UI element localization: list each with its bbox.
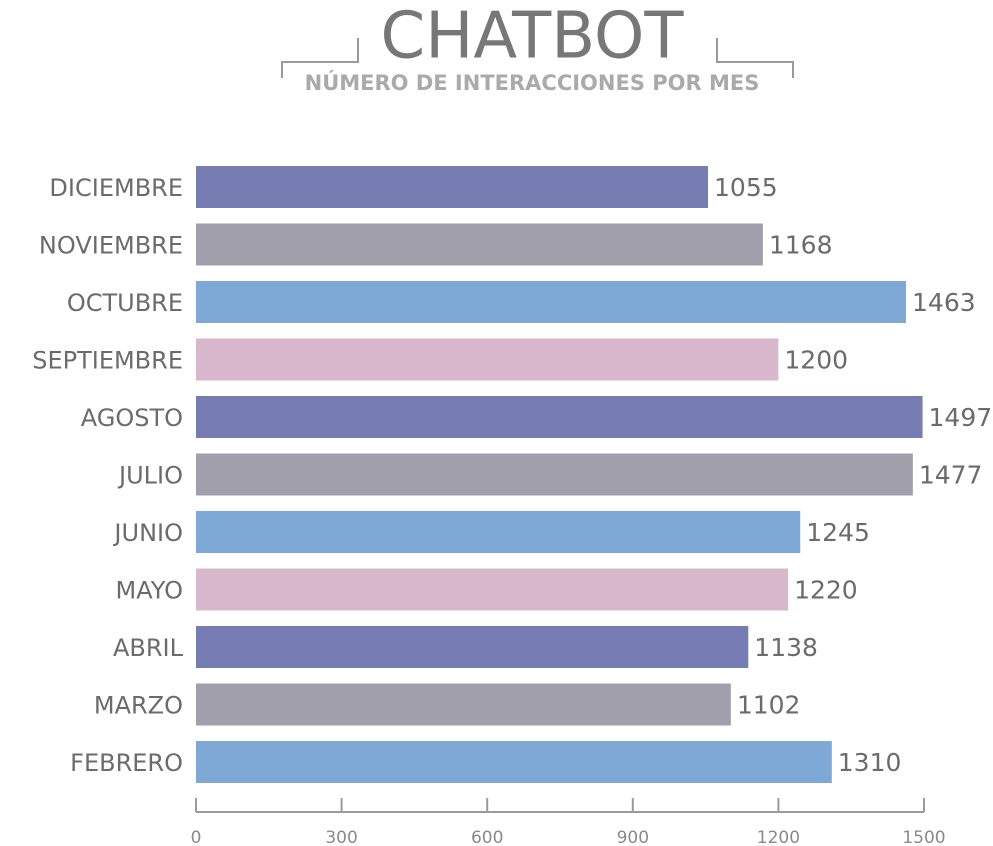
category-label: JUNIO bbox=[112, 519, 183, 547]
x-tick-label: 900 bbox=[617, 828, 649, 846]
bar bbox=[196, 396, 923, 438]
value-label: 1168 bbox=[769, 231, 833, 260]
value-label: 1310 bbox=[838, 748, 902, 777]
category-label: MAYO bbox=[116, 577, 184, 605]
value-label: 1200 bbox=[784, 346, 848, 375]
bar bbox=[196, 166, 709, 208]
category-label: FEBRERO bbox=[70, 749, 183, 777]
bar bbox=[196, 568, 789, 611]
x-tick-label: 1200 bbox=[757, 828, 800, 846]
bar bbox=[196, 281, 907, 323]
category-label: AGOSTO bbox=[81, 404, 183, 432]
category-label: JULIO bbox=[117, 462, 183, 490]
value-label: 1220 bbox=[794, 576, 858, 605]
category-label: MARZO bbox=[94, 692, 183, 720]
title-bracket bbox=[281, 38, 359, 78]
bar bbox=[196, 741, 832, 783]
chart-title: CHATBOT bbox=[381, 0, 685, 74]
x-tick-label: 0 bbox=[191, 828, 202, 846]
bar bbox=[196, 453, 913, 496]
value-label: 1138 bbox=[754, 633, 818, 662]
bar bbox=[196, 626, 749, 668]
category-label: DICIEMBRE bbox=[49, 174, 183, 202]
bar bbox=[196, 683, 731, 726]
value-label: 1245 bbox=[806, 518, 870, 547]
value-label: 1055 bbox=[714, 173, 778, 202]
x-tick-label: 300 bbox=[325, 828, 357, 846]
category-label: NOVIEMBRE bbox=[39, 232, 183, 260]
category-label: OCTUBRE bbox=[67, 289, 183, 317]
value-label: 1477 bbox=[919, 461, 983, 490]
value-label: 1102 bbox=[737, 691, 801, 720]
category-label: ABRIL bbox=[113, 634, 184, 662]
value-label: 1463 bbox=[912, 288, 976, 317]
title-bracket bbox=[716, 38, 794, 78]
bar bbox=[196, 511, 801, 553]
bar bbox=[196, 223, 763, 266]
x-tick-label: 1500 bbox=[902, 828, 945, 846]
category-label: SEPTIEMBRE bbox=[32, 347, 183, 375]
x-tick-label: 600 bbox=[471, 828, 503, 846]
bar bbox=[196, 338, 779, 381]
chart-subtitle: NÚMERO DE INTERACCIONES POR MES bbox=[305, 70, 760, 95]
value-label: 1497 bbox=[929, 403, 993, 432]
